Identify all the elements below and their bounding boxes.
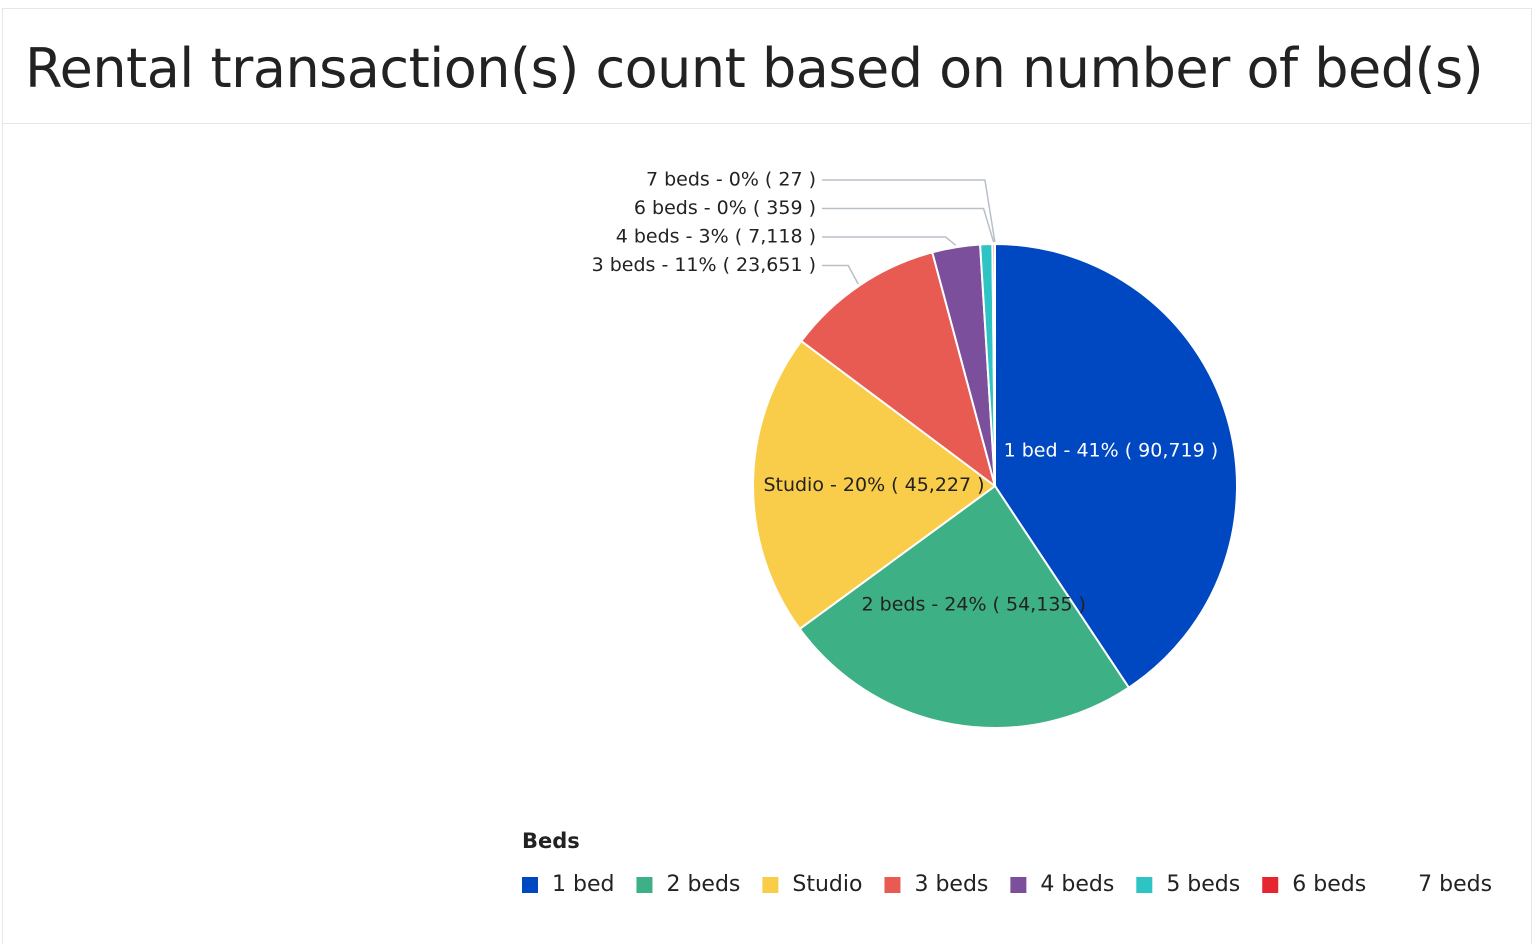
pie-slice (798, 484, 1131, 729)
legend-swatch (1010, 877, 1027, 893)
header: Rental transaction(s) count based on num… (2, 8, 1532, 124)
legend-label: 4 beds (1040, 872, 1114, 897)
chart-panel (2, 124, 1532, 944)
data-label: 1 bed - 41% ( 90,719 ) (1004, 440, 1219, 462)
legend-label: 2 beds (666, 872, 740, 897)
data-label: 6 beds - 0% ( 359 ) (634, 197, 816, 219)
pie-slice (752, 339, 997, 631)
pie-slice (799, 251, 997, 489)
data-label: 4 beds - 3% ( 7,118 ) (616, 226, 816, 248)
leader-line (822, 264, 859, 285)
legend-swatch (762, 877, 779, 893)
leader-line (822, 236, 957, 246)
data-label: 2 beds - 24% ( 54,135 ) (862, 594, 1086, 616)
leader-line (822, 207, 995, 243)
legend-label: Studio (792, 872, 862, 897)
legend-swatch (522, 877, 538, 893)
legend-label: 7 beds (1418, 872, 1492, 897)
data-label: 7 beds - 0% ( 27 ) (646, 169, 816, 191)
legend-label: 1 bed (552, 872, 614, 897)
legend-title: Beds (522, 829, 580, 853)
legend-swatch (884, 877, 901, 893)
data-label: 3 beds - 11% ( 23,651 ) (592, 254, 816, 276)
legend-swatch (636, 877, 653, 893)
legend-label: 3 beds (914, 872, 988, 897)
legend-swatch (1262, 877, 1279, 893)
chart-title: Rental transaction(s) count based on num… (25, 37, 1484, 100)
legend-label: 5 beds (1166, 872, 1240, 897)
data-label: Studio - 20% ( 45,227 ) (763, 474, 984, 496)
leader-line (822, 179, 996, 243)
legend-swatch (1388, 877, 1405, 893)
legend-label: 6 beds (1292, 872, 1366, 897)
legend-swatch (1136, 877, 1153, 893)
